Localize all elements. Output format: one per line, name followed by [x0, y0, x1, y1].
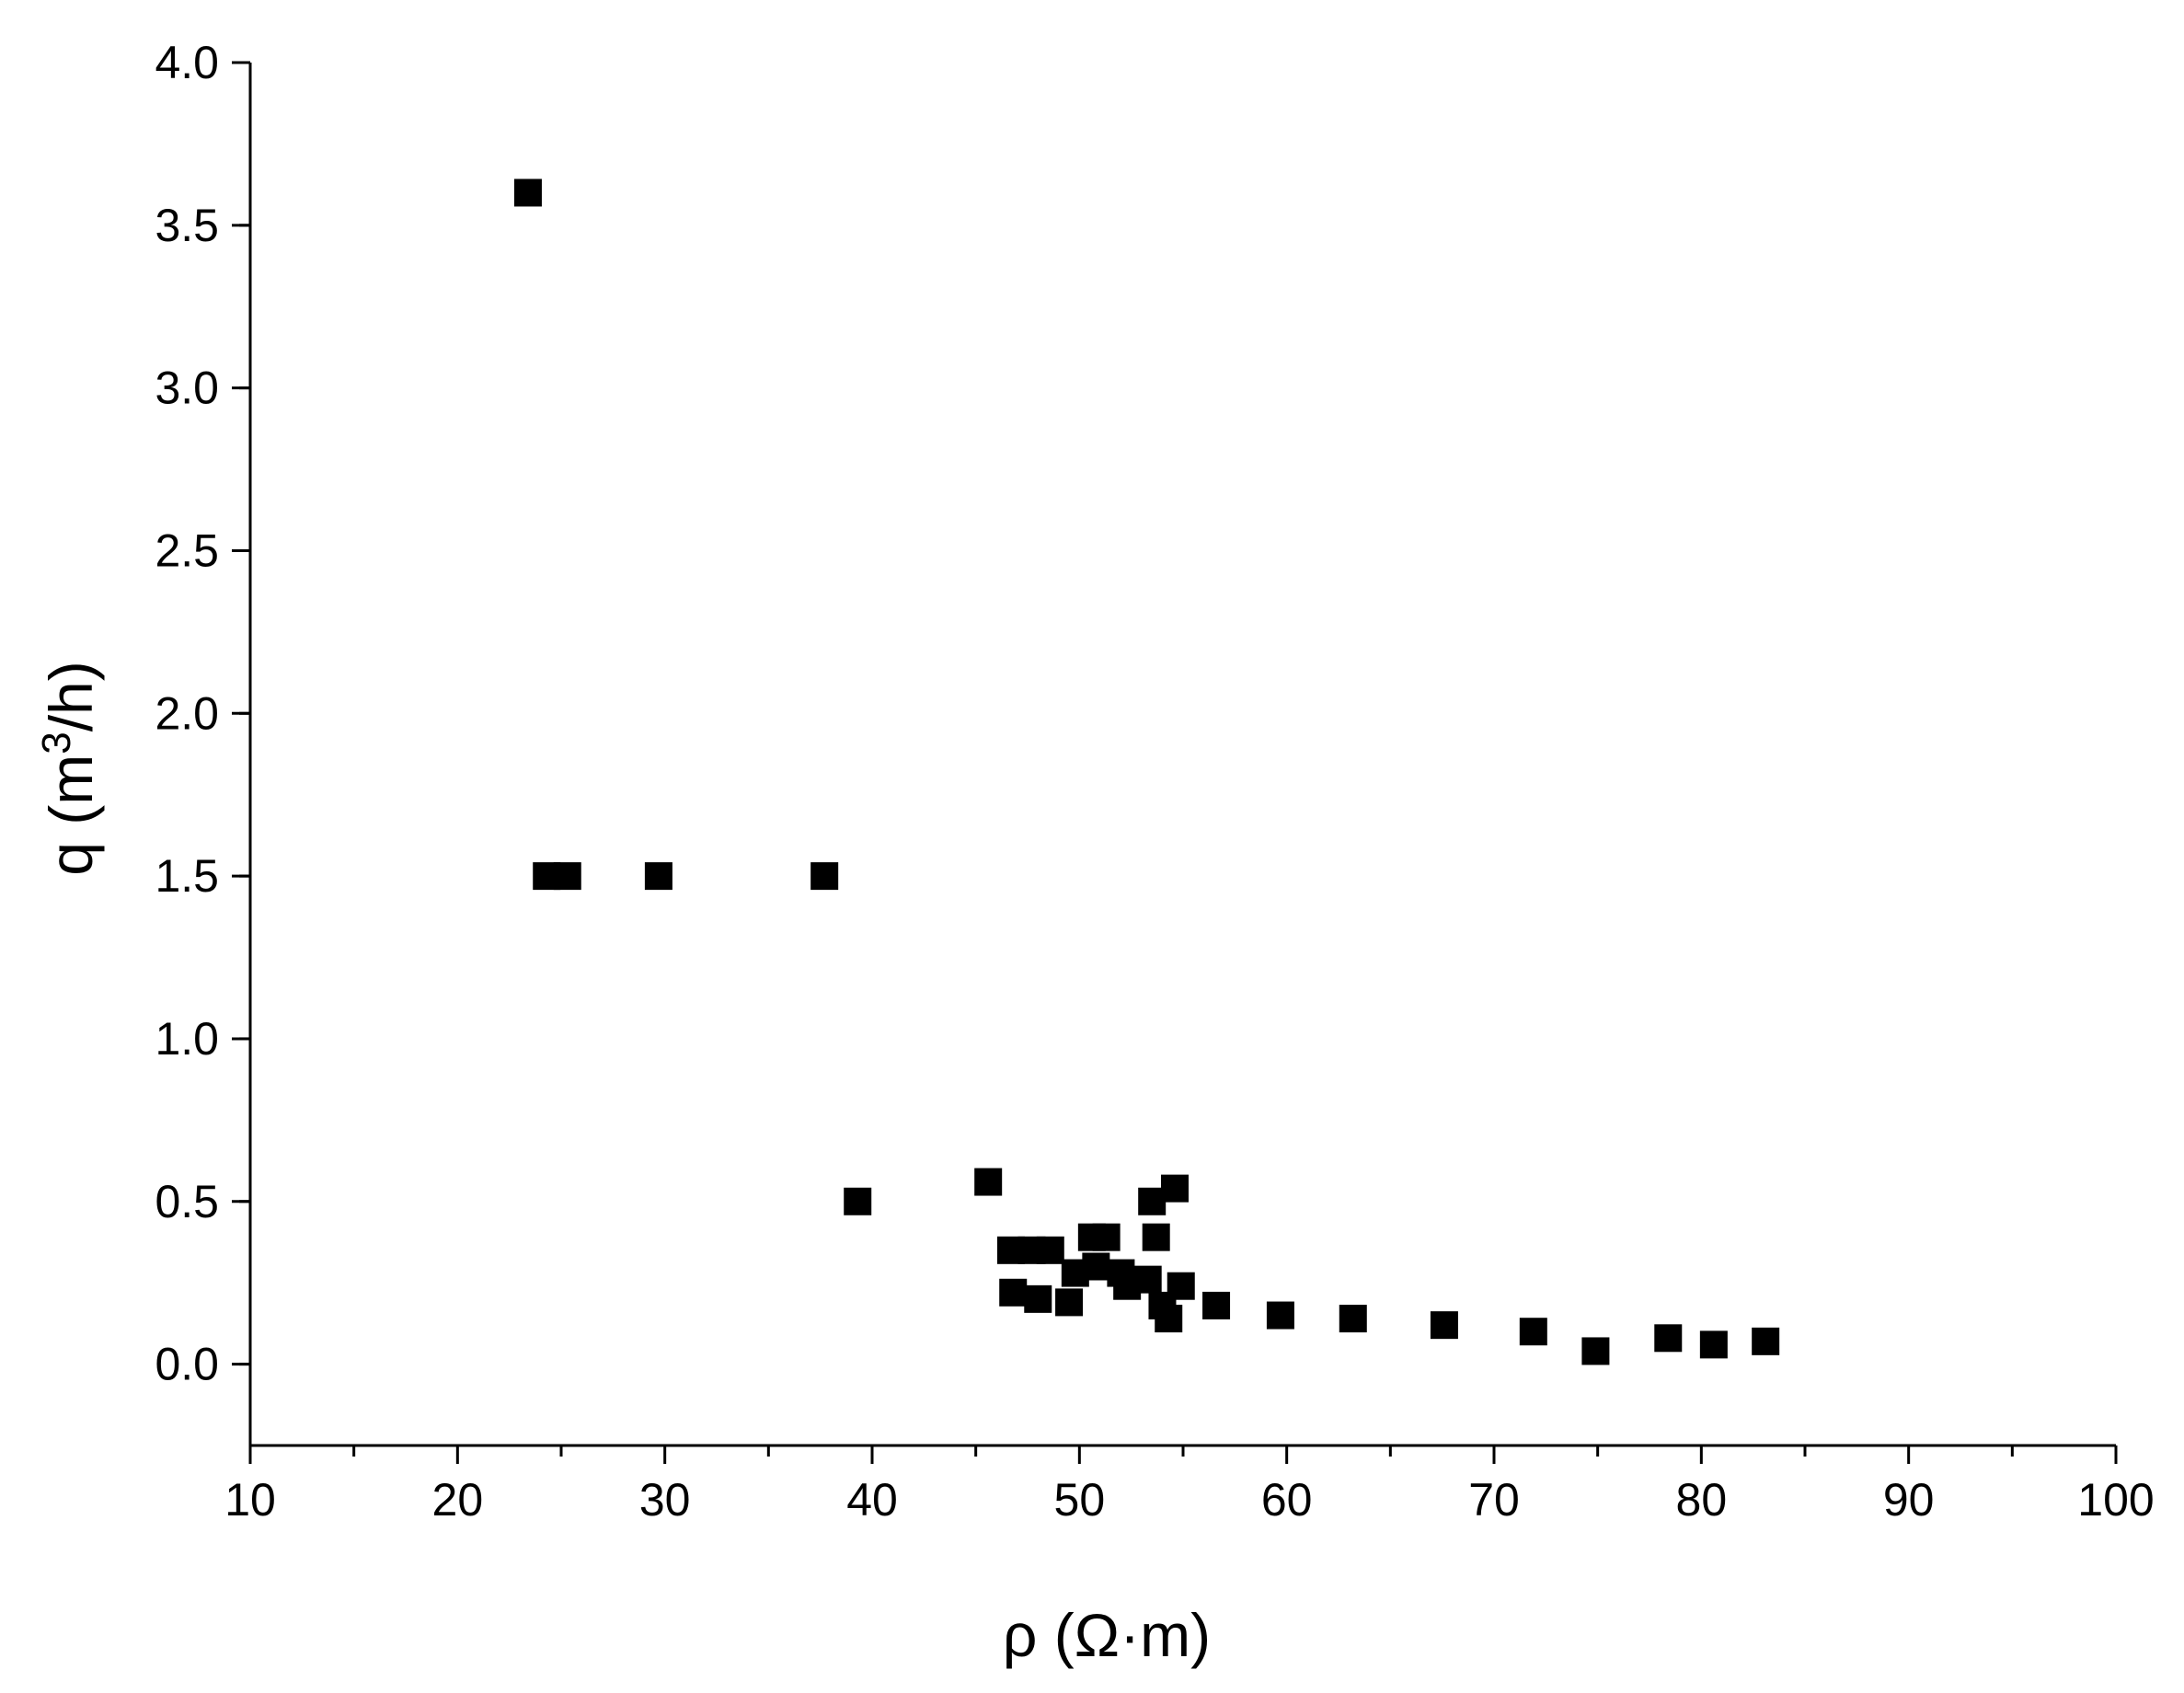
x-axis: 10 20 30 40 50 60 70 80 90 100	[224, 1444, 2155, 1526]
y-axis-label-suffix: /h)	[37, 661, 105, 731]
data-point	[1519, 1318, 1547, 1346]
data-point	[1654, 1324, 1683, 1353]
y-axis: 0.0 0.5 1.0 1.5 2.0 2.5 3.0 3.5 4.0	[155, 37, 252, 1445]
data-point	[1055, 1288, 1084, 1317]
y-tick-label: 3.5	[155, 200, 219, 251]
y-axis-label: q (m3/h)	[34, 661, 105, 876]
data-point	[553, 862, 581, 891]
data-point	[1160, 1174, 1189, 1203]
data-point	[1430, 1311, 1458, 1340]
x-tick-label: 90	[1883, 1474, 1935, 1526]
data-point	[513, 179, 542, 207]
x-tick-label: 40	[846, 1474, 898, 1526]
y-tick-label: 2.5	[155, 524, 219, 576]
data-point	[1092, 1223, 1121, 1251]
x-tick-label: 30	[639, 1474, 691, 1526]
x-tick-label: 80	[1676, 1474, 1728, 1526]
data-point	[1133, 1265, 1162, 1294]
data-point	[999, 1278, 1028, 1307]
y-tick-label: 1.5	[155, 850, 219, 902]
x-tick-label: 10	[224, 1474, 276, 1526]
data-point	[1202, 1291, 1231, 1319]
y-tick-label: 0.5	[155, 1176, 219, 1227]
x-tick-label: 70	[1468, 1474, 1520, 1526]
y-axis-label-superscript: 3	[34, 731, 79, 754]
data-point	[1024, 1284, 1052, 1313]
x-tick-label: 60	[1261, 1474, 1313, 1526]
y-tick-label: 4.0	[155, 37, 219, 88]
data-point	[1142, 1223, 1170, 1251]
data-point	[1155, 1305, 1183, 1333]
x-tick-label: 50	[1054, 1474, 1106, 1526]
y-tick-label: 0.0	[155, 1339, 219, 1390]
data-point	[974, 1168, 1003, 1196]
y-tick-label: 2.0	[155, 687, 219, 739]
data-point	[1339, 1305, 1367, 1333]
y-tick-label: 1.0	[155, 1013, 219, 1065]
data-point	[1036, 1236, 1064, 1264]
data-point	[644, 862, 672, 891]
data-point	[1167, 1272, 1195, 1300]
data-point	[1752, 1327, 1780, 1355]
data-point	[1581, 1337, 1610, 1365]
data-point	[810, 862, 839, 891]
data-point	[1699, 1330, 1728, 1359]
x-tick-label: 20	[432, 1474, 484, 1526]
data-point	[1266, 1301, 1294, 1330]
y-tick-label: 3.0	[155, 363, 219, 414]
data-point	[844, 1187, 872, 1215]
data-point	[1082, 1252, 1110, 1281]
y-axis-label-prefix: q (m	[37, 754, 105, 876]
data-points	[513, 179, 1780, 1365]
x-axis-label: ρ (Ω·m)	[1003, 1601, 1211, 1669]
x-tick-label: 100	[2077, 1474, 2154, 1526]
